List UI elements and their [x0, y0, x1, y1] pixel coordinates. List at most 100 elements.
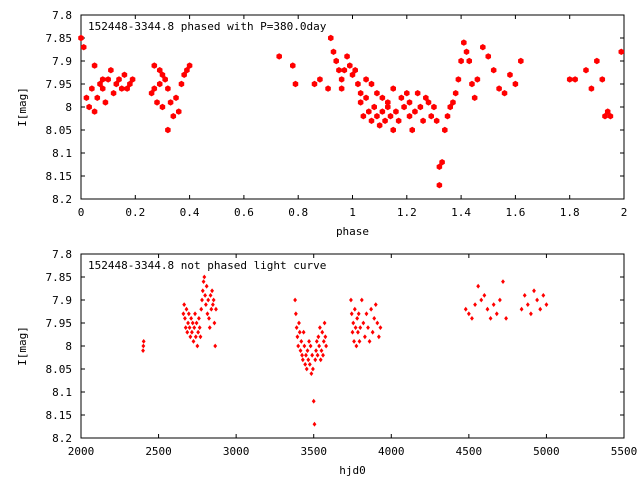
unphased-chart-title: 152448-3344.8 not phased light curve: [88, 259, 326, 272]
phased-data-point: [450, 99, 456, 106]
unphased-data-point: [201, 279, 206, 284]
phased-data-point: [344, 53, 350, 60]
unphased-data-point: [303, 362, 308, 367]
unphased-x-tick-label: 5500: [611, 445, 638, 458]
phased-data-point: [108, 67, 114, 74]
phased-data-point: [357, 99, 364, 106]
phased-data-point: [414, 90, 421, 97]
phased-data-point: [390, 85, 396, 92]
phased-x-tick-label: 0.8: [288, 206, 308, 219]
phased-data-point: [439, 159, 445, 166]
phased-data-point: [110, 90, 117, 97]
unphased-data-point: [205, 311, 210, 317]
phased-data-point: [566, 76, 573, 83]
phased-data-point: [379, 94, 386, 101]
phased-data-point: [167, 99, 174, 106]
phased-data-point: [455, 76, 462, 83]
unphased-data-point: [297, 329, 302, 335]
phased-data-point: [390, 126, 396, 134]
phased-data-point: [572, 76, 578, 83]
unphased-data-point: [314, 348, 318, 353]
phased-x-tick-label: 1.4: [451, 206, 471, 219]
unphased-data-point: [525, 302, 530, 307]
phased-data-point: [518, 57, 524, 65]
phased-data-point: [178, 80, 185, 88]
phased-data-point: [480, 44, 486, 51]
phased-data-point: [602, 113, 608, 120]
unphased-data-point: [204, 283, 209, 289]
unphased-y-tick-label: 8.15: [46, 409, 73, 422]
unphased-data-point: [203, 293, 208, 298]
unphased-x-tick-label: 4500: [456, 445, 483, 458]
unphased-data-point: [522, 293, 527, 298]
unphased-data-point: [314, 339, 319, 344]
phased-data-point: [173, 94, 179, 101]
phased-data-point: [490, 67, 497, 74]
unphased-x-axis-label: hjd0: [339, 464, 366, 477]
phased-data-point: [165, 126, 171, 134]
unphased-data-point: [307, 339, 311, 344]
unphased-data-point: [313, 357, 318, 363]
unphased-data-point: [519, 306, 524, 312]
unphased-data-point: [296, 343, 301, 349]
unphased-data-point: [193, 334, 198, 340]
phased-data-point: [385, 99, 391, 106]
phased-x-tick-label: 1.8: [560, 206, 580, 219]
unphased-data-point: [323, 334, 328, 340]
phased-data-point: [368, 117, 375, 124]
phased-data-point: [507, 71, 513, 78]
unphased-data-point: [369, 306, 374, 312]
phased-data-point: [376, 122, 383, 129]
unphased-data-point: [466, 311, 471, 317]
phased-x-tick-label: 0.4: [180, 206, 200, 219]
phased-data-point: [404, 90, 410, 97]
phased-data-point: [175, 108, 182, 115]
unphased-data-point: [209, 306, 214, 312]
phased-x-tick-label: 0.6: [234, 206, 254, 219]
phased-x-tick-label: 1.6: [505, 206, 525, 219]
phased-y-tick-label: 7.85: [46, 32, 73, 45]
phased-data-point: [599, 76, 606, 83]
unphased-x-tick-label: 3500: [300, 445, 327, 458]
unphased-data-point: [318, 325, 322, 330]
unphased-data-point: [293, 311, 298, 317]
unphased-x-tick-label: 5000: [533, 445, 560, 458]
unphased-data-point: [504, 316, 509, 321]
phased-y-tick-label: 8.15: [46, 170, 73, 183]
phased-data-point: [78, 34, 84, 42]
unphased-data-point: [372, 316, 377, 321]
unphased-data-point: [351, 320, 356, 326]
unphased-data-point: [349, 297, 353, 303]
unphased-data-point: [316, 334, 321, 340]
unphased-data-point: [367, 339, 372, 344]
unphased-data-point: [322, 320, 327, 326]
phased-data-point: [458, 57, 464, 65]
unphased-data-point: [308, 343, 313, 349]
unphased-data-point: [473, 302, 477, 307]
phased-data-point: [431, 103, 437, 111]
phased-data-point: [91, 62, 98, 69]
phased-data-point: [588, 85, 595, 92]
unphased-data-point: [366, 325, 370, 330]
phased-data-point: [501, 90, 508, 97]
phased-data-point: [433, 117, 440, 124]
unphased-data-point: [306, 357, 311, 363]
phased-data-point: [594, 57, 600, 65]
unphased-data-point: [185, 329, 190, 335]
phased-data-point: [129, 76, 136, 83]
unphased-data-point: [200, 288, 205, 294]
unphased-data-point: [312, 421, 317, 427]
phased-data-point: [352, 67, 358, 74]
phased-light-curve-panel: 0 0.2 0.4 0.6 0.8 1 1.2 1.4 1.6 1.8 2 7.8 7.85 7.9 7.9…: [16, 9, 627, 238]
phased-data-point: [371, 103, 377, 111]
unphased-data-point: [196, 329, 201, 335]
unphased-data-point: [188, 334, 193, 340]
unphased-data-point: [358, 325, 363, 330]
unphased-data-point: [183, 325, 188, 330]
unphased-data-point: [197, 325, 202, 330]
unphased-data-point: [362, 334, 367, 340]
phased-data-point: [154, 99, 160, 106]
phased-data-point: [417, 103, 424, 111]
phased-data-point: [165, 85, 171, 92]
unphased-data-point: [189, 316, 194, 321]
